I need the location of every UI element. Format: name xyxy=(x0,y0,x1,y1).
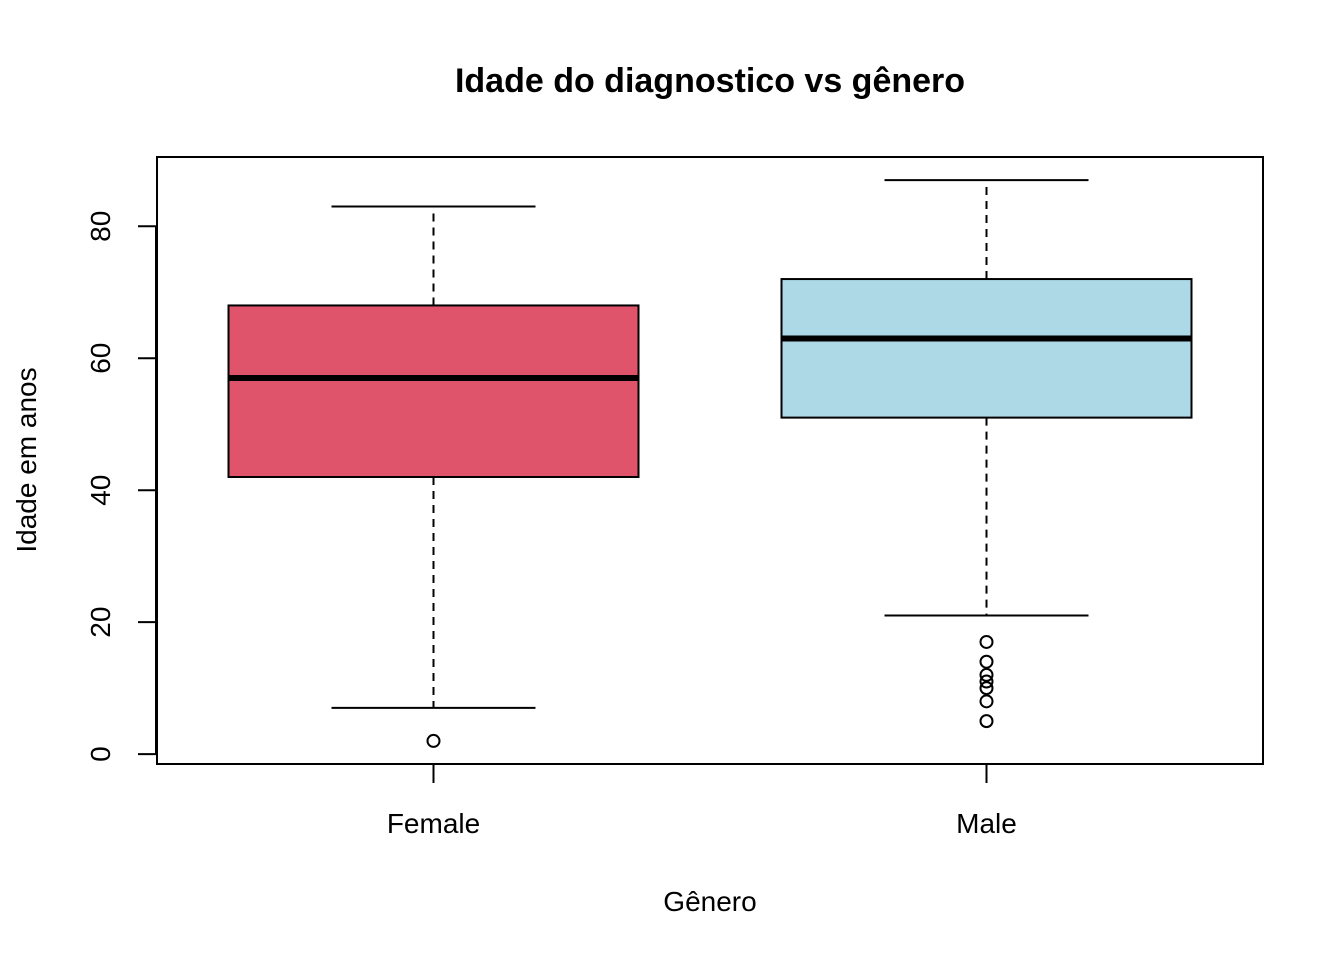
outlier-point xyxy=(426,733,441,748)
boxes xyxy=(227,179,1193,748)
box-group-male xyxy=(780,179,1193,729)
iqr-box xyxy=(227,304,640,478)
x-tick-label: Male xyxy=(956,808,1017,839)
y-axis-label: Idade em anos xyxy=(11,367,42,552)
x-tick-label: Female xyxy=(387,808,480,839)
iqr-box xyxy=(780,278,1193,419)
outlier-point xyxy=(979,674,994,689)
y-tick-label: 60 xyxy=(85,343,116,374)
outlier-point xyxy=(979,634,994,649)
y-tick-label: 40 xyxy=(85,475,116,506)
outlier-point xyxy=(979,667,994,682)
y-tick-label: 0 xyxy=(85,746,116,762)
x-axis: Female Male xyxy=(387,764,1017,839)
y-tick-label: 80 xyxy=(85,211,116,242)
outlier-point xyxy=(979,654,994,669)
outlier-point xyxy=(979,681,994,696)
y-axis: 0 20 40 60 80 xyxy=(85,211,157,762)
outlier-point xyxy=(979,694,994,709)
x-axis-label: Gênero xyxy=(663,886,756,917)
outlier-point xyxy=(979,714,994,729)
box-group-female xyxy=(227,205,640,748)
y-tick-label: 20 xyxy=(85,607,116,638)
chart-title: Idade do diagnostico vs gênero xyxy=(455,62,965,100)
